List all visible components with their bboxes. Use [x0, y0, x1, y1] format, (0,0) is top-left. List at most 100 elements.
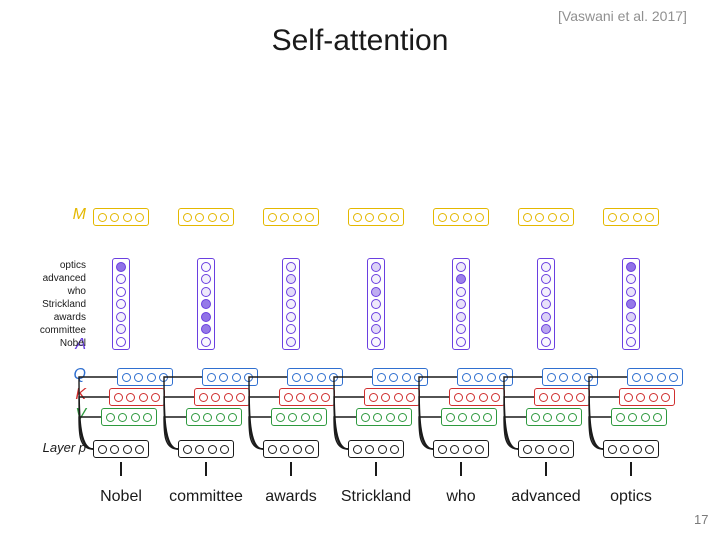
- vector-dot: [657, 373, 666, 382]
- token-tick: [120, 462, 122, 476]
- attention-dot: [456, 287, 466, 297]
- vector-dot: [361, 413, 370, 422]
- vector-dot: [568, 413, 577, 422]
- vector-dot: [296, 393, 305, 402]
- vector-dot: [143, 413, 152, 422]
- vector-dot: [98, 213, 107, 222]
- qkv-wire: [0, 0, 720, 540]
- vector-dot: [539, 393, 548, 402]
- qkv-wire: [0, 0, 720, 540]
- vector-dot: [183, 445, 192, 454]
- vector-dot: [633, 445, 642, 454]
- vector-dot: [547, 373, 556, 382]
- attention-dot: [371, 299, 381, 309]
- vector-dot: [414, 373, 423, 382]
- qkv-wire: [0, 0, 720, 540]
- vector-dot: [479, 393, 488, 402]
- attention-dot: [286, 274, 296, 284]
- vector-dot: [584, 373, 593, 382]
- vector-dot: [628, 413, 637, 422]
- vector-dot: [293, 213, 302, 222]
- citation: [Vaswani et al. 2017]: [558, 8, 687, 24]
- token-tick: [460, 462, 462, 476]
- attention-dot: [201, 337, 211, 347]
- vector-dot: [317, 373, 326, 382]
- vector-dot: [645, 445, 654, 454]
- vector-dot: [151, 393, 160, 402]
- attention-dot: [116, 262, 126, 272]
- attn-word-label: who: [68, 286, 86, 297]
- vector-dot: [123, 213, 132, 222]
- attention-dot: [116, 324, 126, 334]
- m-cell: [603, 208, 659, 226]
- q-cell: [372, 368, 428, 386]
- vector-dot: [389, 373, 398, 382]
- vector-dot: [462, 373, 471, 382]
- vector-dot: [491, 393, 500, 402]
- vector-dot: [377, 373, 386, 382]
- vector-dot: [454, 393, 463, 402]
- vector-dot: [110, 213, 119, 222]
- v-cell: [611, 408, 667, 426]
- attention-dot: [286, 312, 296, 322]
- attention-column: [537, 258, 555, 350]
- attention-dot: [626, 324, 636, 334]
- vector-dot: [548, 445, 557, 454]
- attention-dot: [371, 274, 381, 284]
- layer-p-cell: [603, 440, 659, 458]
- layer-p-cell: [433, 440, 489, 458]
- vector-dot: [114, 393, 123, 402]
- attention-dot: [286, 262, 296, 272]
- attention-dot: [456, 299, 466, 309]
- k-cell: [534, 388, 590, 406]
- attention-dot: [541, 299, 551, 309]
- attention-dot: [371, 312, 381, 322]
- k-cell: [109, 388, 165, 406]
- vector-dot: [353, 213, 362, 222]
- vector-dot: [305, 213, 314, 222]
- attention-dot: [286, 287, 296, 297]
- v-cell: [271, 408, 327, 426]
- k-cell: [364, 388, 420, 406]
- attention-column: [367, 258, 385, 350]
- token-tick: [630, 462, 632, 476]
- attention-column: [197, 258, 215, 350]
- k-cell: [194, 388, 250, 406]
- attention-dot: [116, 312, 126, 322]
- qkv-wire: [0, 0, 720, 540]
- vector-dot: [644, 373, 653, 382]
- attention-dot: [201, 274, 211, 284]
- vector-dot: [216, 413, 225, 422]
- vector-dot: [390, 213, 399, 222]
- vector-dot: [276, 413, 285, 422]
- attention-dot: [371, 324, 381, 334]
- m-cell: [518, 208, 574, 226]
- token-tick: [290, 462, 292, 476]
- vector-dot: [402, 373, 411, 382]
- layer-p-cell: [178, 440, 234, 458]
- vector-dot: [559, 373, 568, 382]
- vector-dot: [191, 413, 200, 422]
- vector-dot: [135, 213, 144, 222]
- vector-dot: [636, 393, 645, 402]
- vector-dot: [661, 393, 670, 402]
- vector-dot: [118, 413, 127, 422]
- vector-dot: [458, 413, 467, 422]
- vector-dot: [608, 445, 617, 454]
- attn-word-label: advanced: [43, 273, 86, 284]
- m-cell: [93, 208, 149, 226]
- vector-dot: [208, 445, 217, 454]
- vector-dot: [98, 445, 107, 454]
- vector-dot: [463, 213, 472, 222]
- v-cell: [101, 408, 157, 426]
- vector-dot: [398, 413, 407, 422]
- vector-dot: [106, 413, 115, 422]
- row-label-q: Q: [74, 366, 86, 384]
- q-cell: [117, 368, 173, 386]
- attention-dot: [116, 287, 126, 297]
- attention-dot: [626, 287, 636, 297]
- q-cell: [287, 368, 343, 386]
- vector-dot: [535, 445, 544, 454]
- vector-dot: [608, 213, 617, 222]
- row-label-m: M: [73, 206, 86, 224]
